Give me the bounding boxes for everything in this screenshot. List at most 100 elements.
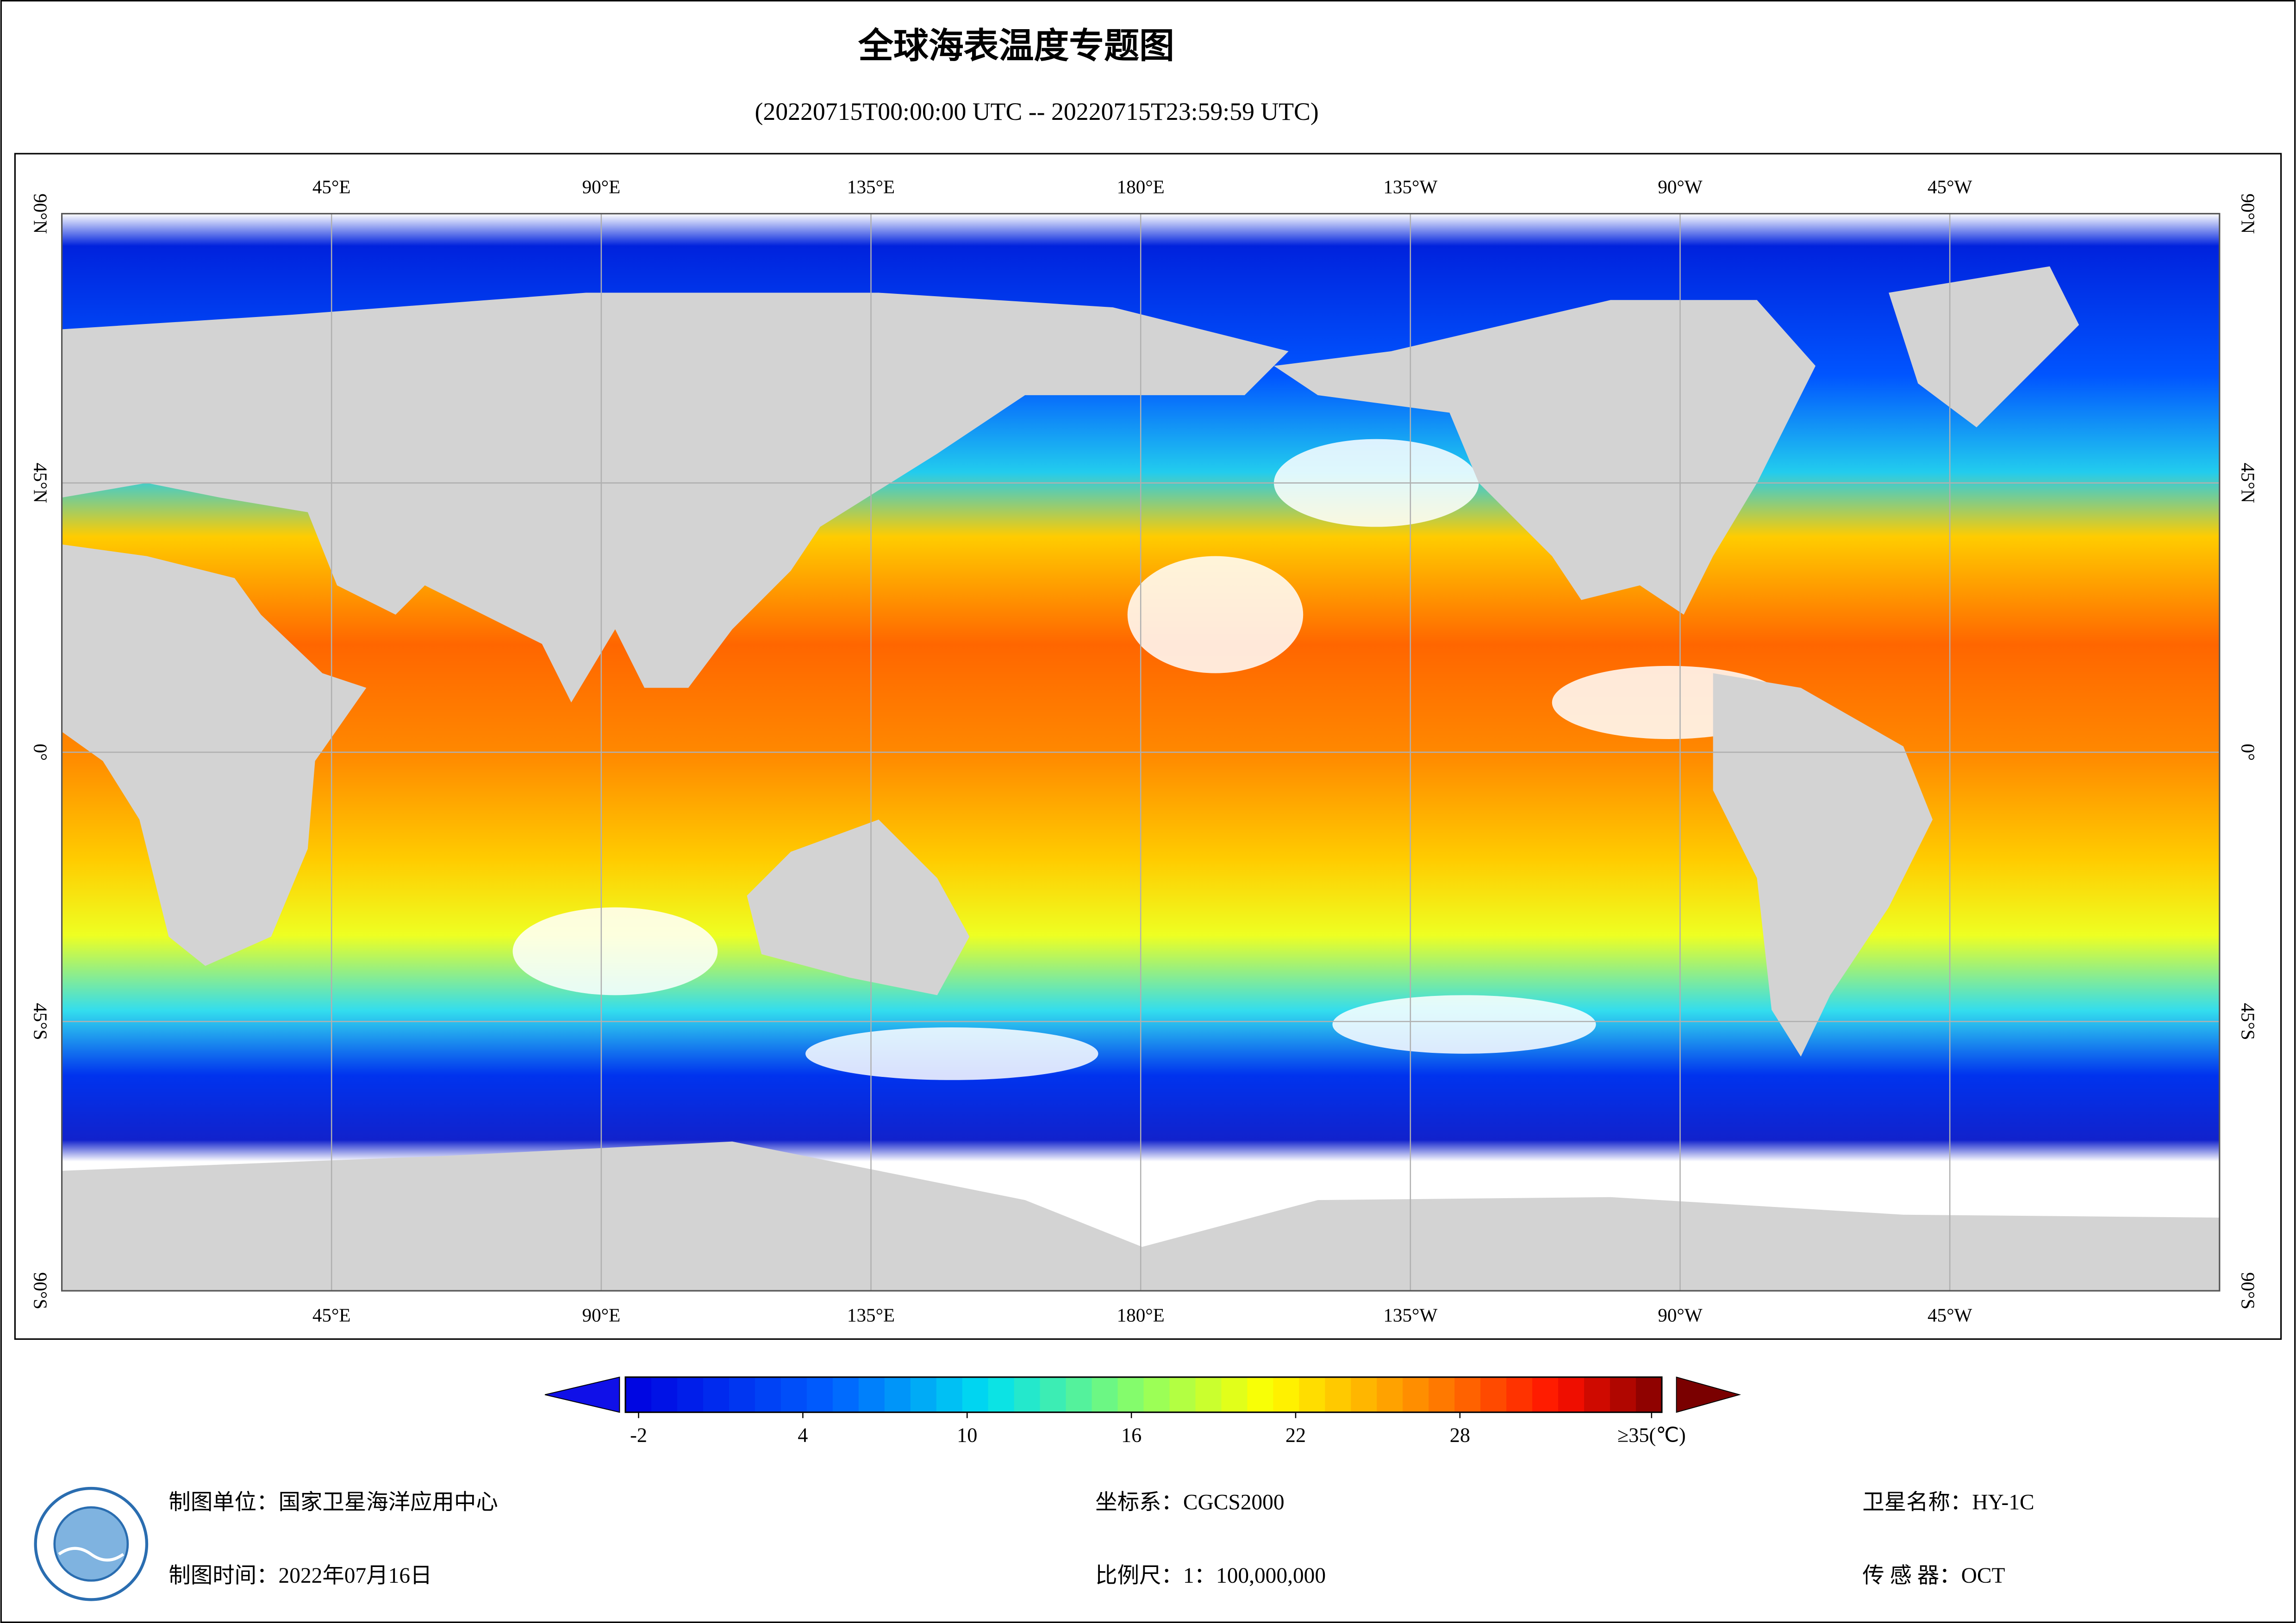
lat-label-left: 45°N	[30, 463, 51, 503]
colorbar-border	[624, 1376, 1663, 1413]
lat-label-right: 90°N	[2237, 193, 2259, 234]
logo	[34, 1486, 149, 1601]
colorbar-tick-label: -2	[630, 1424, 647, 1447]
colorbar-step	[1635, 1377, 1663, 1412]
colorbar-tick-label: ≥35(℃)	[1617, 1424, 1686, 1447]
lon-label-top: 90°W	[1658, 176, 1703, 197]
logo-wave	[58, 1547, 125, 1562]
subtitle: (20220715T00:00:00 UTC -- 20220715T23:59…	[755, 98, 1319, 125]
footer-scale: 比例尺：1：100,000,000	[1095, 1564, 1326, 1588]
colorbar-step	[1066, 1377, 1092, 1412]
lon-label-top: 135°W	[1383, 176, 1437, 197]
colorbar-step	[936, 1377, 963, 1412]
title: 全球海表温度专题图	[858, 27, 1174, 66]
lon-label-bottom: 180°E	[1117, 1305, 1165, 1326]
lon-label-top: 90°E	[582, 176, 621, 197]
colorbar-tick-label: 28	[1450, 1424, 1470, 1447]
colorbar-step	[1040, 1377, 1067, 1412]
colorbar-step	[1558, 1377, 1585, 1412]
colorbar-step	[1117, 1377, 1144, 1412]
colorbar-step	[832, 1377, 860, 1412]
footer-satellite: 卫星名称：HY-1C	[1862, 1491, 2034, 1515]
lon-label-bottom: 45°W	[1928, 1305, 1972, 1326]
lon-label-bottom: 45°E	[312, 1305, 351, 1326]
colorbar-step	[1480, 1377, 1507, 1412]
cloud	[1332, 995, 1596, 1054]
colorbar-step	[1584, 1377, 1611, 1412]
lon-label-top: 180°E	[1117, 176, 1165, 197]
colorbar-step	[1221, 1377, 1248, 1412]
greenland	[1889, 266, 2079, 428]
footer-sensor: 传 感 器：OCT	[1862, 1564, 2005, 1588]
lat-label-left: 45°S	[30, 1003, 51, 1040]
colorbar-step	[677, 1377, 704, 1412]
south-america	[1713, 673, 1933, 1057]
colorbar-step	[1092, 1377, 1118, 1412]
colorbar-step	[1429, 1377, 1455, 1412]
logo-globe	[53, 1506, 129, 1582]
lat-label-right: 90°S	[2237, 1272, 2259, 1309]
colorbar-step	[858, 1377, 886, 1412]
colorbar-step	[1610, 1377, 1637, 1412]
colorbar-step	[1143, 1377, 1170, 1412]
lon-label-bottom: 90°E	[582, 1305, 621, 1326]
cloud	[512, 907, 718, 995]
colorbar-step	[1014, 1377, 1041, 1412]
colorbar-tick-label: 22	[1285, 1424, 1306, 1447]
colorbar-arrow-low	[544, 1376, 620, 1413]
footer-crs: 坐标系：CGCS2000	[1095, 1491, 1284, 1515]
colorbar-step	[1195, 1377, 1222, 1412]
map-body: 45°E 45°E 90°E 90°E 135°E 135°E 180°E 180°E 135°…	[30, 176, 2259, 1325]
lat-label-left: 0°	[30, 744, 51, 761]
eurasia	[62, 292, 1289, 703]
colorbar-step	[1351, 1377, 1378, 1412]
colorbar-step	[1247, 1377, 1274, 1412]
lon-label-bottom: 90°W	[1658, 1305, 1703, 1326]
lat-label-left: 90°S	[30, 1272, 51, 1309]
footer-unit: 制图单位：国家卫星海洋应用中心	[168, 1491, 498, 1515]
colorbar-tick-label: 4	[798, 1424, 808, 1447]
footer: 制图单位：国家卫星海洋应用中心 制图时间：2022年07月16日 坐标系：CGC…	[34, 1486, 2034, 1601]
colorbar-step	[910, 1377, 937, 1412]
colorbar-step	[651, 1377, 678, 1412]
colorbar-tick-label: 10	[957, 1424, 977, 1447]
colorbar-step	[1377, 1377, 1404, 1412]
colorbar-step	[1506, 1377, 1533, 1412]
colorbar-step	[1273, 1377, 1300, 1412]
cloud	[1127, 556, 1304, 673]
colorbar-step	[806, 1377, 834, 1412]
colorbar-step	[755, 1377, 782, 1412]
colorbar-step	[884, 1377, 911, 1412]
colorbar-step	[1403, 1377, 1429, 1412]
map-frame	[14, 153, 2282, 1340]
lat-label-right: 0°	[2237, 744, 2259, 761]
lon-label-top: 45°E	[312, 176, 351, 197]
colorbar-step	[1325, 1377, 1352, 1412]
colorbar-step	[1299, 1377, 1326, 1412]
footer-date: 制图时间：2022年07月16日	[168, 1564, 432, 1588]
colorbar-step	[780, 1377, 808, 1412]
lon-label-top: 45°W	[1928, 176, 1972, 197]
graticule: 45°E 45°E 90°E 90°E 135°E 135°E 180°E 180°E 135°…	[30, 176, 2259, 1325]
colorbar-step	[703, 1377, 730, 1412]
colorbar-step	[729, 1377, 756, 1412]
colorbar-step	[962, 1377, 989, 1412]
cloud	[805, 1027, 1098, 1080]
lon-label-bottom: 135°W	[1383, 1305, 1437, 1326]
colorbar-step	[1169, 1377, 1196, 1412]
africa	[62, 544, 367, 966]
colorbar-step	[1454, 1377, 1481, 1412]
australia	[747, 819, 970, 995]
lon-label-bottom: 135°E	[847, 1305, 895, 1326]
map-border	[61, 213, 2221, 1292]
colorbar-step	[988, 1377, 1015, 1412]
colorbar: -2 4 10 16 22 28 ≥35(℃)	[544, 1376, 1741, 1447]
colorbar-step	[625, 1377, 652, 1412]
lat-label-left: 90°N	[30, 193, 51, 234]
colorbar-arrow-high	[1676, 1376, 1741, 1413]
colorbar-tick-label: 16	[1121, 1424, 1142, 1447]
lat-label-right: 45°N	[2237, 463, 2259, 503]
lon-label-top: 135°E	[847, 176, 895, 197]
